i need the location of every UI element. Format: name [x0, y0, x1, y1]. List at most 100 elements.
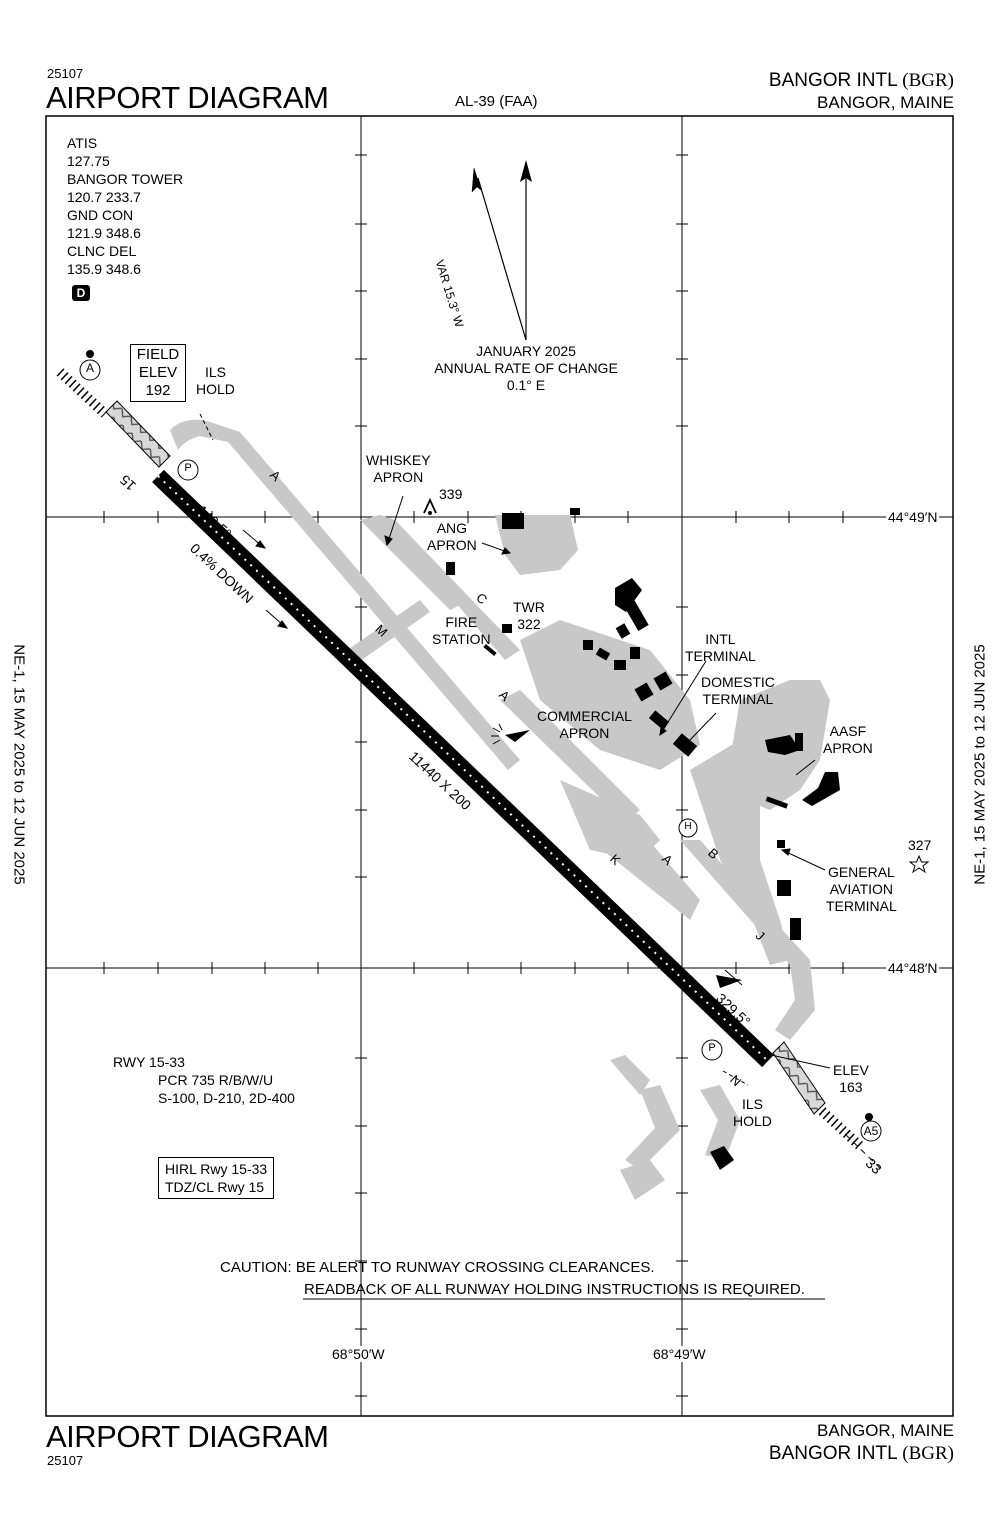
longitude-68-49: 68°49′W	[651, 1346, 708, 1362]
clearance-frequency: 135.9 348.6	[67, 261, 141, 277]
procedure-number-bottom: 25107	[47, 1453, 84, 1468]
fire-station-text: STATION	[432, 631, 491, 647]
caution-line-2: READBACK OF ALL RUNWAY HOLDING INSTRUCTI…	[304, 1281, 805, 1298]
fire-station-label: FIRE STATION	[432, 614, 491, 648]
ils-hold-text: ILS	[741, 1096, 763, 1112]
airport-name: BANGOR INTL	[768, 1443, 897, 1464]
building	[623, 599, 649, 631]
runway-strength: S-100, D-210, 2D-400	[158, 1090, 295, 1106]
airport-identifier: (BGR)	[902, 1443, 954, 1464]
runway-centerline-lights	[157, 475, 769, 1062]
building	[446, 562, 455, 575]
domestic-terminal-text: DOMESTIC	[701, 674, 775, 690]
building	[802, 772, 840, 806]
domestic-terminal-building	[672, 733, 698, 757]
parking-p-north-label: P	[184, 462, 192, 474]
runway-info-block: RWY 15-33 PCR 735 R/B/W/U S-100, D-210, …	[113, 1053, 295, 1107]
building	[630, 647, 640, 659]
chart-title-top: AIRPORT DIAGRAM	[46, 80, 329, 115]
elev-text: ELEV	[833, 1062, 869, 1078]
commercial-apron-text: COMMERCIAL	[537, 708, 632, 724]
parking-p-south-circle	[701, 1039, 723, 1061]
obstacle-339-symbol	[423, 497, 437, 514]
latitude-44-49: 44°49′N	[886, 509, 940, 525]
building	[614, 660, 626, 670]
longitude-68-50: 68°50′W	[330, 1346, 387, 1362]
tower-label-map: TWR 322	[513, 599, 545, 633]
building	[583, 640, 593, 650]
intl-terminal-text: INTL	[705, 631, 736, 647]
hot-spot-a-label: A	[85, 361, 94, 375]
tower-building	[502, 624, 512, 633]
intl-terminal-label: INTL TERMINAL	[685, 631, 756, 665]
magnetic-info: JANUARY 2025 ANNUAL RATE OF CHANGE 0.1° …	[400, 343, 652, 394]
building	[790, 918, 801, 940]
building	[777, 840, 785, 848]
lighting-line-1: HIRL Rwy 15-33	[165, 1161, 268, 1177]
field-elev-value: 192	[145, 382, 171, 399]
ils-hold-text: HOLD	[733, 1113, 772, 1129]
clearance-label: CLNC DEL	[67, 243, 137, 259]
ils-hold-south-label: ILS HOLD	[733, 1096, 772, 1130]
heliport-circle	[678, 818, 698, 838]
leader-lines	[199, 413, 831, 1086]
atis-label: ATIS	[67, 135, 98, 151]
building	[765, 796, 789, 809]
pavement	[170, 419, 830, 1200]
airport-identifier: (BGR)	[902, 70, 954, 91]
north-arrows	[471, 160, 532, 341]
caution-line-1: CAUTION: BE ALERT TO RUNWAY CROSSING CLE…	[220, 1259, 655, 1276]
field-elevation-box: FIELD ELEV 192	[130, 344, 186, 402]
building	[777, 880, 791, 896]
building	[615, 578, 642, 612]
domestic-terminal-text: TERMINAL	[702, 691, 774, 707]
city-top: BANGOR, MAINE	[817, 93, 954, 112]
domestic-terminal-label: DOMESTIC TERMINAL	[701, 674, 775, 708]
parking-p-north-circle	[177, 459, 199, 481]
obstacle-339-label: 339	[439, 486, 463, 502]
parking-p-south-label: P	[708, 1042, 716, 1054]
map-frame	[45, 115, 954, 1417]
fire-station-building	[483, 643, 497, 657]
ga-terminal-text: AVIATION	[829, 881, 894, 897]
aasf-apron-text: AASF	[829, 723, 867, 739]
ga-terminal-text: GENERAL	[827, 864, 895, 880]
buildings	[446, 508, 840, 1170]
lighting-box: HIRL Rwy 15-33 TDZ/CL Rwy 15	[158, 1157, 275, 1199]
magnetic-rate-value: 0.1° E	[506, 377, 546, 393]
field-elev-line2: ELEV	[138, 364, 178, 381]
magnetic-rate-label: ANNUAL RATE OF CHANGE	[434, 360, 618, 376]
ga-terminal-text: TERMINAL	[826, 898, 897, 914]
runway-15-33	[56, 368, 881, 1169]
hot-spot-a5-label: A5	[863, 1124, 879, 1138]
d-atis-badge: D	[72, 285, 90, 301]
tower-label: BANGOR TOWER	[67, 171, 184, 187]
ground-frequency: 121.9 348.6	[67, 225, 141, 241]
airport-name-bottom: BANGOR INTL (BGR)	[769, 1443, 954, 1465]
tower-elevation: 322	[517, 616, 541, 632]
runway-33-elevation-label: ELEV 163	[833, 1062, 869, 1096]
building	[765, 735, 800, 755]
building	[502, 513, 524, 529]
whiskey-apron-text: WHISKEY	[366, 452, 431, 468]
runway-pcr: PCR 735 R/B/W/U	[158, 1072, 274, 1088]
ang-apron-label: ANG APRON	[427, 520, 477, 554]
runway-info-title: RWY 15-33	[113, 1054, 185, 1070]
intl-terminal-building	[648, 710, 670, 730]
elev-value: 163	[839, 1079, 863, 1095]
true-north-arrow	[520, 160, 532, 182]
aasf-apron-label: AASF APRON	[823, 723, 873, 757]
frequency-block: ATIS 127.75 BANGOR TOWER 120.7 233.7 GND…	[67, 134, 183, 278]
ga-terminal-label: GENERAL AVIATION TERMINAL	[826, 864, 897, 915]
field-elev-line1: FIELD	[136, 346, 180, 363]
atis-frequency: 127.75	[67, 153, 110, 169]
building	[615, 623, 631, 639]
commercial-apron-text: APRON	[559, 725, 610, 741]
whiskey-apron-label: WHISKEY APRON	[366, 452, 431, 486]
lat-lon-grid	[46, 116, 953, 1416]
runway-15-chevrons	[105, 400, 171, 468]
building	[653, 671, 673, 691]
runway-33-chevrons	[772, 1041, 826, 1115]
obstacle-327-label: 327	[908, 837, 932, 853]
